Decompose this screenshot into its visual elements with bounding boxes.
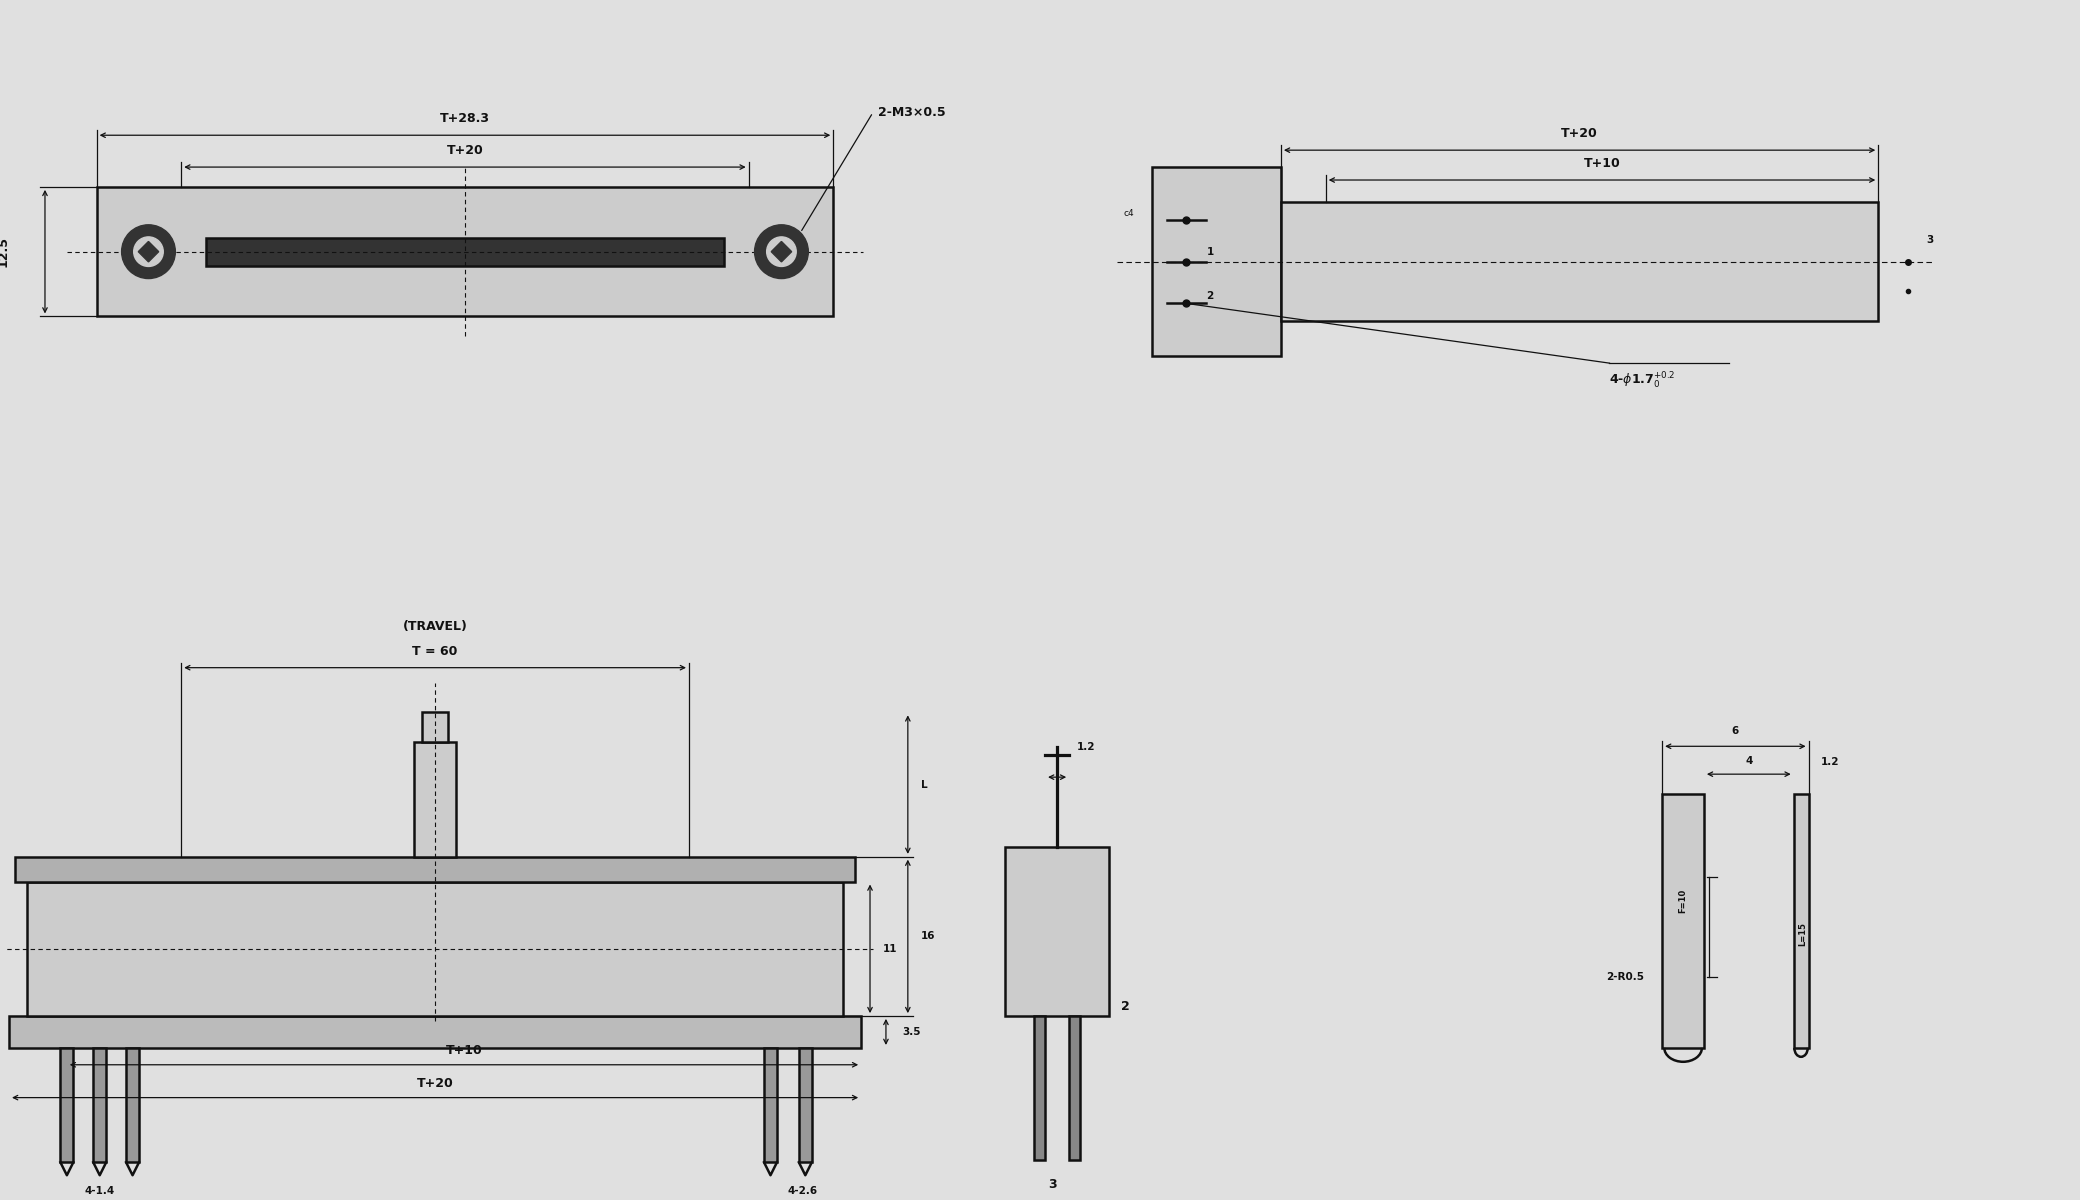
Bar bbox=[1662, 794, 1704, 1048]
Text: 12.5: 12.5 bbox=[0, 236, 10, 268]
Text: 1.2: 1.2 bbox=[1820, 757, 1839, 767]
Text: 4-1.4: 4-1.4 bbox=[85, 1186, 114, 1196]
Bar bbox=[8, 1016, 861, 1048]
Text: T = 60: T = 60 bbox=[412, 644, 458, 658]
Text: 2: 2 bbox=[1206, 292, 1213, 301]
Text: 16: 16 bbox=[921, 931, 936, 941]
Bar bbox=[1005, 847, 1109, 1016]
Text: 3.5: 3.5 bbox=[903, 1027, 919, 1037]
Text: 1: 1 bbox=[1206, 247, 1213, 257]
Bar bbox=[414, 743, 456, 857]
Text: 11: 11 bbox=[882, 944, 896, 954]
Bar bbox=[422, 713, 447, 743]
Circle shape bbox=[121, 224, 175, 278]
Text: 1.2: 1.2 bbox=[1077, 743, 1096, 752]
Bar bbox=[1281, 202, 1878, 322]
Text: (TRAVEL): (TRAVEL) bbox=[404, 620, 468, 632]
Bar bbox=[60, 1048, 73, 1163]
Text: 3: 3 bbox=[1926, 235, 1932, 245]
Bar bbox=[94, 1048, 106, 1163]
Bar bbox=[763, 1048, 778, 1163]
Text: T+10: T+10 bbox=[1583, 157, 1620, 170]
Circle shape bbox=[133, 236, 162, 266]
Text: T+20: T+20 bbox=[1562, 127, 1597, 140]
Bar bbox=[15, 857, 855, 882]
Text: T+28.3: T+28.3 bbox=[441, 113, 491, 125]
Bar bbox=[98, 187, 834, 317]
Bar bbox=[27, 882, 842, 1016]
Text: L=15: L=15 bbox=[1799, 922, 1808, 946]
Text: 4: 4 bbox=[1745, 756, 1753, 767]
Bar bbox=[1034, 1016, 1044, 1160]
Circle shape bbox=[768, 236, 797, 266]
Bar bbox=[1793, 794, 1808, 1048]
Text: 2: 2 bbox=[1121, 1000, 1129, 1013]
Bar bbox=[1069, 1016, 1080, 1160]
Polygon shape bbox=[772, 241, 792, 262]
Bar bbox=[127, 1048, 139, 1163]
Text: c4: c4 bbox=[1123, 209, 1134, 218]
Text: F=10: F=10 bbox=[1679, 888, 1687, 913]
Text: 2-M3×0.5: 2-M3×0.5 bbox=[878, 106, 946, 119]
Text: 2-R0.5: 2-R0.5 bbox=[1606, 972, 1645, 982]
Bar bbox=[799, 1048, 811, 1163]
Text: L: L bbox=[921, 780, 928, 790]
Text: T+20: T+20 bbox=[416, 1076, 453, 1090]
Text: 3: 3 bbox=[1048, 1178, 1057, 1192]
Text: T+20: T+20 bbox=[447, 144, 483, 157]
Text: 4-2.6: 4-2.6 bbox=[788, 1186, 817, 1196]
Circle shape bbox=[755, 224, 809, 278]
Text: T+10: T+10 bbox=[445, 1044, 483, 1057]
Polygon shape bbox=[137, 241, 158, 262]
Bar bbox=[206, 238, 724, 265]
Bar bbox=[1152, 167, 1281, 356]
Text: 6: 6 bbox=[1733, 726, 1739, 737]
Text: 4-$\phi$1.7$^{+0.2}_{0}$: 4-$\phi$1.7$^{+0.2}_{0}$ bbox=[1610, 371, 1676, 391]
